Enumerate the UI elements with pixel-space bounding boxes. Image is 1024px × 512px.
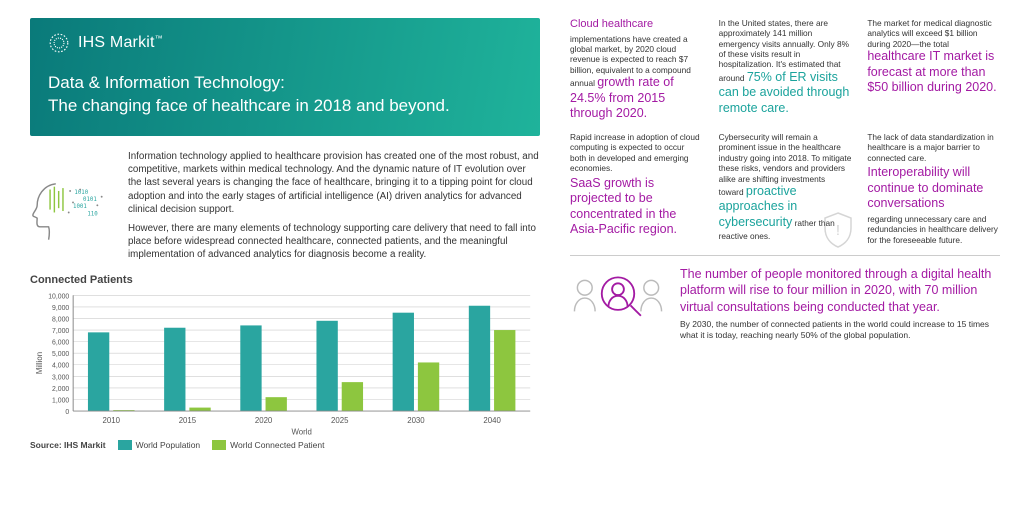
shield-icon: ! <box>821 211 855 249</box>
svg-text:2015: 2015 <box>179 415 197 424</box>
svg-text:!: ! <box>836 222 840 239</box>
legend-conn: World Connected Patient <box>212 440 324 451</box>
people-magnify-icon <box>570 270 666 329</box>
svg-text:1001: 1001 <box>73 204 87 210</box>
head-data-icon: 101001011001110 <box>30 150 116 268</box>
svg-text:0101: 0101 <box>83 197 97 203</box>
chart-source: Source: IHS Markit <box>30 440 106 450</box>
svg-text:2040: 2040 <box>483 415 501 424</box>
svg-text:1010: 1010 <box>74 190 88 196</box>
svg-text:2010: 2010 <box>103 415 121 424</box>
header: IHS Markit™ Data & Information Technolog… <box>30 18 540 136</box>
stat-interop: The lack of data standardization in heal… <box>867 132 1000 245</box>
svg-text:2,000: 2,000 <box>52 385 69 392</box>
stat-er: In the United states, there are approxim… <box>719 18 852 122</box>
stat-saas: Rapid increase in adoption of cloud comp… <box>570 132 703 245</box>
svg-text:1,000: 1,000 <box>52 397 69 404</box>
svg-text:10,000: 10,000 <box>48 293 69 300</box>
callout: The number of people monitored through a… <box>680 266 1000 341</box>
svg-text:8,000: 8,000 <box>52 316 69 323</box>
svg-text:110: 110 <box>87 211 98 217</box>
bar-chart: 0 1,000 2,000 3,000 4,000 5,000 6,000 7,000 8,00… <box>30 288 540 438</box>
intro-text: Information technology applied to health… <box>128 150 540 268</box>
svg-text:4,000: 4,000 <box>52 362 69 369</box>
stat-grid: Cloud healthcare implementations have cr… <box>570 18 1000 256</box>
stat-itmarket: The market for medical diagnostic analyt… <box>867 18 1000 122</box>
svg-text:2020: 2020 <box>255 415 273 424</box>
svg-text:2030: 2030 <box>407 415 425 424</box>
svg-text:3,000: 3,000 <box>52 374 69 381</box>
brand-name: IHS Markit™ <box>78 34 163 52</box>
page-title: Data & Information Technology: The chang… <box>48 72 522 118</box>
svg-text:Million: Million <box>35 352 44 374</box>
logo-icon <box>48 32 70 54</box>
svg-text:2025: 2025 <box>331 415 349 424</box>
svg-text:World: World <box>292 427 312 436</box>
svg-text:9,000: 9,000 <box>52 304 69 311</box>
svg-text:0: 0 <box>65 409 69 416</box>
stat-cloud: Cloud healthcare implementations have cr… <box>570 18 703 122</box>
svg-text:5,000: 5,000 <box>52 351 69 358</box>
svg-text:7,000: 7,000 <box>52 328 69 335</box>
stat-cyber: Cybersecurity will remain a prominent is… <box>719 132 852 245</box>
svg-text:6,000: 6,000 <box>52 339 69 346</box>
legend-pop: World Population <box>118 440 201 451</box>
connected-patients-chart: Connected Patients 01,0002,0003,0004,000… <box>30 274 540 500</box>
